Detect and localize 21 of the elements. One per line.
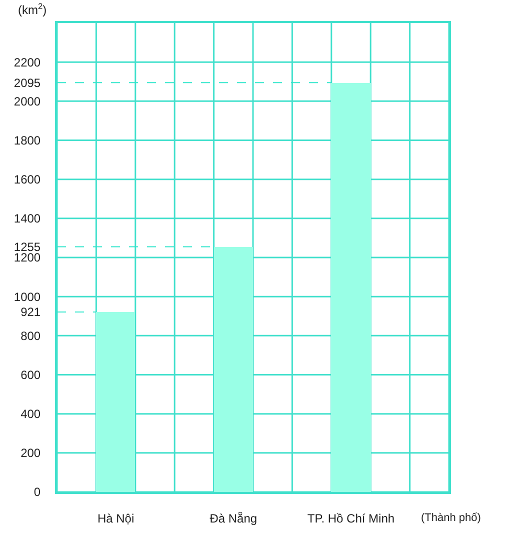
- x-tick-label: Hà Nội: [97, 511, 134, 526]
- bar: [214, 247, 253, 492]
- y-tick-label: 400: [20, 407, 41, 422]
- bar: [331, 83, 371, 492]
- y-tick-label: 2000: [14, 94, 41, 108]
- y-tick-label: 1800: [14, 133, 41, 148]
- y-tick-label: 0: [34, 485, 41, 500]
- x-tick-label: TP. Hồ Chí Minh: [307, 511, 395, 526]
- y-tick-label: 1400: [14, 212, 41, 226]
- x-tick-label: Đà Nẵng: [210, 511, 258, 526]
- y-tick-label: 800: [20, 328, 41, 343]
- y-tick-label: 200: [20, 446, 41, 460]
- y-axis-title: (km$^{2}$): [18, 1, 47, 18]
- y-tick-label: 2200: [14, 55, 41, 70]
- y-tick-label: 1600: [14, 172, 41, 187]
- y-tick-label: 600: [20, 368, 41, 382]
- bar: [96, 312, 135, 492]
- x-axis-title: (Thành phố): [421, 512, 481, 524]
- y-tick-label: 1000: [14, 290, 41, 304]
- y-tick-label: 921: [20, 305, 41, 320]
- y-tick-label: 2095: [14, 76, 41, 90]
